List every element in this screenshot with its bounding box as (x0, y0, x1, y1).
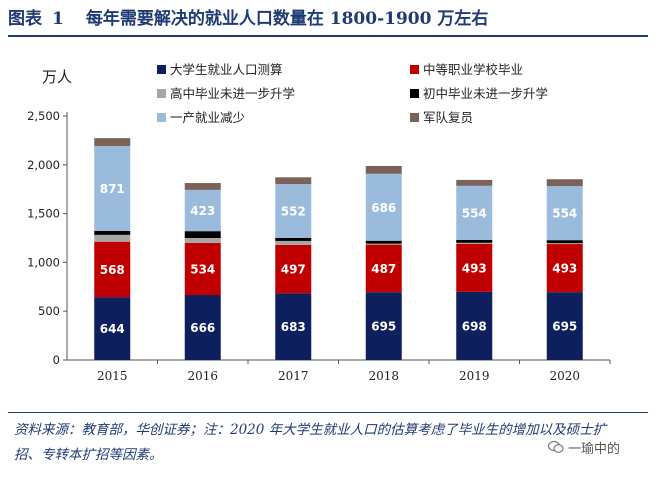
bar-segment-5 (365, 165, 402, 174)
data-label: 695 (371, 320, 396, 334)
data-label: 497 (281, 263, 306, 277)
bar-segment-3 (184, 231, 221, 238)
chart-area: 万人 0 500 1,000 1,500 2,000 2,500 644 568 871 2015 6… (12, 46, 620, 402)
data-label: 534 (190, 262, 215, 276)
legend-label-5: 军队复员 (423, 110, 473, 125)
data-label: 666 (190, 321, 215, 335)
bar-segment-2 (456, 242, 493, 244)
data-label: 554 (462, 206, 487, 220)
title-rule (8, 35, 648, 37)
y-tick-label: 2,500 (27, 109, 60, 123)
bar-segment-4 (184, 189, 221, 232)
figure-label: 图表 (8, 9, 42, 29)
bar-segment-3 (456, 239, 493, 243)
bar-segment-0 (94, 297, 131, 360)
y-tick-label: 500 (38, 304, 60, 318)
data-label: 493 (462, 261, 487, 275)
legend-swatch-3 (410, 89, 419, 98)
bar-segment-4 (546, 186, 583, 241)
x-tick-label: 2019 (459, 369, 490, 383)
unit-label: 万人 (42, 68, 72, 86)
bar-segment-5 (546, 179, 583, 187)
figure-number: 1 (52, 9, 64, 29)
bar-segment-3 (546, 240, 583, 244)
bar-segment-0 (456, 291, 493, 360)
data-label: 568 (100, 263, 125, 277)
bar-segment-0 (365, 292, 402, 360)
legend-label-0: 大学生就业人口测算 (170, 62, 283, 77)
bar-segment-4 (456, 185, 493, 240)
bar-segment-5 (275, 177, 312, 185)
bar-segment-3 (365, 240, 402, 244)
legend-swatch-5 (410, 113, 419, 122)
x-tick-label: 2017 (278, 369, 309, 383)
bar-segment-1 (456, 243, 493, 292)
y-tick-label: 2,000 (27, 158, 60, 172)
bar-segment-3 (94, 230, 131, 235)
x-tick-label: 2020 (549, 369, 580, 383)
bar-segment-5 (456, 179, 493, 186)
bar-segment-1 (94, 241, 131, 298)
bar-segment-0 (184, 294, 221, 360)
legend-swatch-1 (410, 65, 419, 74)
data-label: 552 (281, 205, 306, 219)
bar-segment-1 (184, 242, 221, 295)
bar-segment-2 (546, 243, 583, 245)
bar-segment-3 (275, 238, 312, 241)
bar-segment-0 (546, 292, 583, 360)
data-label: 698 (462, 319, 487, 333)
bar-segment-5 (184, 183, 221, 190)
legend-label-2: 高中毕业未进一步升学 (170, 86, 295, 101)
bar-segment-4 (365, 173, 402, 241)
data-label: 644 (100, 322, 125, 336)
stacked-bar-chart: 万人 0 500 1,000 1,500 2,000 2,500 644 568 871 2015 6… (12, 46, 620, 402)
data-label: 554 (552, 207, 577, 221)
y-tick-label: 0 (53, 353, 60, 367)
y-tick-label: 1,000 (27, 255, 60, 269)
data-label: 683 (281, 320, 306, 334)
data-label: 871 (100, 182, 125, 196)
legend-swatch-2 (157, 89, 166, 98)
bar-segment-2 (275, 240, 312, 245)
bar-segment-2 (365, 243, 402, 245)
x-tick-label: 2015 (97, 369, 128, 383)
bar-segment-2 (184, 238, 221, 243)
source-note: 资料来源：教育部，华创证券；注：2020 年大学生就业人口的估算考虑了毕业生的增… (14, 422, 607, 463)
figure-title-text: 每年需要解决的就业人口数量在 1800-1900 万左右 (85, 9, 489, 29)
x-tick-label: 2016 (187, 369, 218, 383)
bar-segment-4 (94, 145, 131, 231)
bar-segment-1 (365, 244, 402, 293)
legend-label-4: 一产就业减少 (170, 110, 245, 125)
watermark: 一瑜中的 (548, 436, 620, 458)
legend-swatch-4 (157, 113, 166, 122)
legend-swatch-0 (157, 65, 166, 74)
y-tick-label: 1,500 (27, 207, 60, 221)
x-tick-label: 2018 (368, 369, 399, 383)
data-label: 423 (190, 204, 215, 218)
bar-segment-1 (275, 244, 312, 294)
legend-label-1: 中等职业学校毕业 (423, 62, 523, 77)
note-rule (8, 412, 648, 413)
bar-segment-0 (275, 293, 312, 360)
data-label: 686 (371, 201, 396, 215)
bar-segment-4 (275, 184, 312, 238)
data-label: 487 (371, 262, 396, 276)
bar-segment-5 (94, 138, 131, 146)
watermark-text: 一瑜中的 (568, 441, 621, 457)
data-label: 695 (552, 320, 577, 334)
bar-segment-1 (546, 244, 583, 293)
figure-title: 图表 1 每年需要解决的就业人口数量在 1800-1900 万左右 (8, 6, 648, 32)
bar-segment-2 (94, 234, 131, 242)
wechat-icon (548, 440, 564, 453)
legend-label-3: 初中毕业未进一步升学 (423, 86, 548, 101)
data-label: 493 (552, 262, 577, 276)
